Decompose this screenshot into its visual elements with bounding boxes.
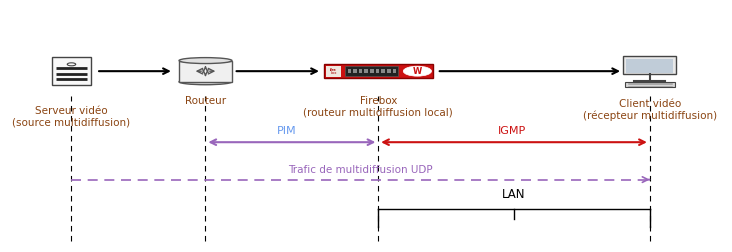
Bar xyxy=(624,82,675,87)
Text: IGMP: IGMP xyxy=(498,126,526,136)
Text: Routeur: Routeur xyxy=(185,96,226,106)
Text: box: box xyxy=(330,71,337,75)
Bar xyxy=(348,69,351,73)
Bar xyxy=(370,69,373,73)
Text: LAN: LAN xyxy=(502,188,526,201)
Text: Trafic de multidiffusion UDP: Trafic de multidiffusion UDP xyxy=(288,165,433,175)
Text: fire: fire xyxy=(330,68,337,72)
Bar xyxy=(387,69,391,73)
Text: W: W xyxy=(413,67,422,76)
Bar xyxy=(633,58,673,71)
Bar xyxy=(359,69,362,73)
Bar xyxy=(179,60,232,82)
Bar xyxy=(345,66,397,76)
Text: Serveur vidéo
(source multidiffusion): Serveur vidéo (source multidiffusion) xyxy=(12,106,130,128)
Bar xyxy=(354,69,356,73)
Text: Firebox
(routeur multidiffusion local): Firebox (routeur multidiffusion local) xyxy=(303,96,453,118)
Bar xyxy=(626,59,673,73)
Bar xyxy=(376,69,379,73)
Bar xyxy=(365,69,368,73)
Bar xyxy=(326,66,341,77)
Bar xyxy=(381,69,385,73)
Ellipse shape xyxy=(179,58,232,64)
Bar xyxy=(392,69,396,73)
Text: PIM: PIM xyxy=(277,126,296,136)
Bar xyxy=(324,64,433,78)
Bar xyxy=(52,57,91,85)
Bar xyxy=(624,56,676,74)
Ellipse shape xyxy=(179,79,232,85)
Text: Client vidéo
(récepteur multidiffusion): Client vidéo (récepteur multidiffusion) xyxy=(583,99,717,121)
Circle shape xyxy=(403,66,431,76)
